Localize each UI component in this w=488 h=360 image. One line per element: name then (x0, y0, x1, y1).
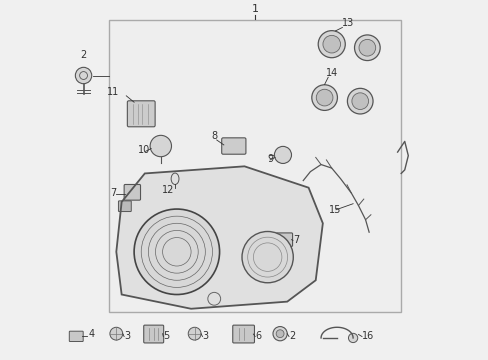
Circle shape (346, 88, 372, 114)
Circle shape (276, 330, 284, 338)
Text: 7: 7 (110, 188, 116, 198)
Circle shape (358, 39, 375, 56)
Text: 7: 7 (292, 235, 299, 245)
Circle shape (316, 89, 332, 106)
Text: 6: 6 (255, 332, 261, 341)
Text: 5: 5 (163, 332, 169, 341)
Text: 14: 14 (325, 68, 338, 78)
Text: 2: 2 (80, 50, 86, 60)
Circle shape (188, 327, 201, 340)
Circle shape (318, 31, 345, 58)
Text: 9: 9 (266, 154, 272, 165)
FancyBboxPatch shape (118, 201, 131, 212)
Circle shape (354, 35, 379, 60)
Circle shape (134, 209, 219, 294)
Circle shape (348, 333, 357, 343)
Text: 3: 3 (202, 332, 208, 341)
Text: 4: 4 (88, 329, 95, 338)
FancyBboxPatch shape (143, 325, 163, 343)
Circle shape (110, 327, 122, 340)
FancyBboxPatch shape (232, 325, 254, 343)
Circle shape (242, 231, 293, 283)
Bar (109, 20, 400, 312)
Text: 13: 13 (342, 18, 354, 28)
FancyBboxPatch shape (124, 184, 140, 200)
Text: 11: 11 (107, 87, 119, 97)
FancyBboxPatch shape (127, 101, 155, 127)
Text: 1: 1 (251, 4, 258, 14)
Text: 12: 12 (162, 185, 174, 195)
Circle shape (150, 135, 171, 157)
Polygon shape (116, 166, 322, 309)
Circle shape (274, 147, 291, 163)
Circle shape (311, 85, 337, 111)
Circle shape (75, 67, 92, 84)
FancyBboxPatch shape (69, 331, 83, 342)
Text: 10: 10 (138, 145, 150, 155)
Text: 8: 8 (211, 131, 218, 140)
Circle shape (322, 35, 340, 53)
Circle shape (272, 327, 286, 341)
Text: 3: 3 (124, 332, 130, 341)
Text: 16: 16 (361, 332, 373, 341)
Text: 15: 15 (328, 205, 341, 215)
Text: 2: 2 (288, 332, 295, 341)
Circle shape (351, 93, 368, 109)
FancyBboxPatch shape (221, 138, 245, 154)
FancyBboxPatch shape (276, 233, 292, 247)
